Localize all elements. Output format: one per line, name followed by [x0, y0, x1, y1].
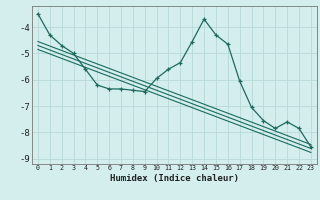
X-axis label: Humidex (Indice chaleur): Humidex (Indice chaleur) — [110, 174, 239, 183]
